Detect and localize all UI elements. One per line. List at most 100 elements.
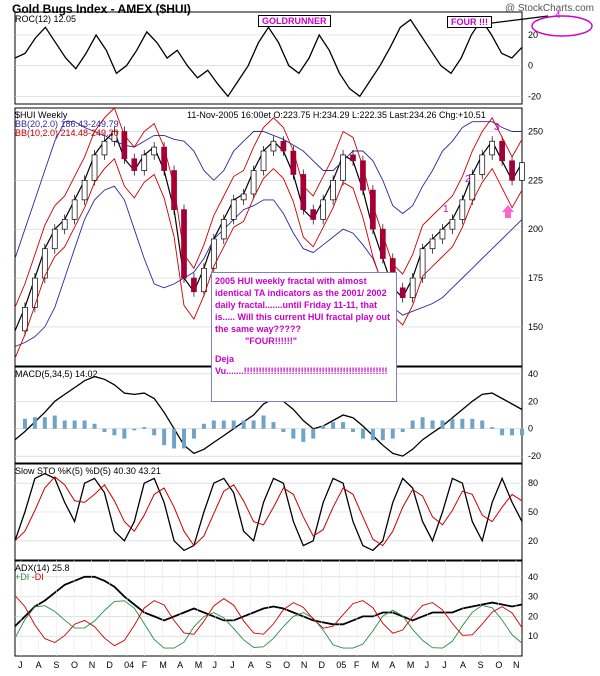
macd-histogram-bar bbox=[440, 420, 445, 429]
price-candle-body bbox=[479, 154, 486, 175]
x-tick-23: J bbox=[425, 660, 430, 670]
price-candle-body bbox=[240, 193, 247, 201]
x-tick-0: J bbox=[18, 660, 23, 670]
bb10-label: BB(10,2.0) 214.48-249.30 bbox=[15, 128, 119, 138]
roc-ytick-2: -20 bbox=[528, 91, 541, 101]
macd-ytick-3: -20 bbox=[528, 451, 541, 461]
roc-ytick-1: 0 bbox=[528, 61, 533, 71]
price-candle-body bbox=[151, 146, 158, 156]
comment-box: 2005 HUI weekly fractal with almost iden… bbox=[211, 272, 397, 402]
macd-histogram-bar bbox=[301, 428, 306, 442]
macd-histogram-bar bbox=[460, 418, 465, 429]
price-candle-body bbox=[300, 174, 307, 210]
price-candle-body bbox=[350, 154, 356, 162]
macd-histogram-bar bbox=[211, 420, 216, 429]
price-candle-body bbox=[320, 199, 327, 220]
price-candle-body bbox=[161, 146, 167, 171]
price-candle-body bbox=[509, 160, 515, 181]
price-candle-body bbox=[340, 154, 346, 181]
pink-arrow bbox=[502, 205, 514, 218]
x-tick-4: N bbox=[89, 660, 96, 670]
price-candle-body bbox=[22, 307, 28, 332]
x-tick-22: M bbox=[407, 660, 415, 670]
adx-minus-di-line bbox=[14, 595, 523, 647]
sto-series-line-0 bbox=[14, 472, 523, 552]
macd-histogram-bar bbox=[172, 428, 177, 449]
x-tick-26: S bbox=[478, 660, 484, 670]
price-ytick-2: 200 bbox=[528, 224, 543, 234]
wave-2-label: 2 bbox=[465, 174, 471, 185]
macd-histogram-bar bbox=[450, 418, 455, 429]
macd-histogram-bar bbox=[490, 427, 495, 429]
price-candle-body bbox=[220, 219, 227, 240]
macd-histogram-bar bbox=[351, 428, 355, 433]
macd-histogram-bar bbox=[221, 420, 226, 429]
x-tick-25: A bbox=[460, 660, 466, 670]
price-candle-body bbox=[230, 199, 237, 220]
adx-label: ADX(14) 25.8 bbox=[15, 563, 70, 573]
price-candle-body bbox=[489, 140, 496, 156]
price-candle-body bbox=[111, 131, 118, 142]
macd-histogram-bar bbox=[520, 428, 524, 436]
macd-histogram-bar bbox=[261, 415, 266, 429]
price-candle-body bbox=[519, 162, 525, 181]
four-arrow bbox=[483, 15, 549, 25]
price-candle-body bbox=[61, 219, 68, 230]
x-tick-14: S bbox=[266, 660, 272, 670]
macd-ytick-2: 0 bbox=[528, 424, 533, 434]
adx-legend: +DI -DI bbox=[15, 572, 44, 582]
price-candle-body bbox=[181, 209, 187, 279]
four-label: FOUR !!! bbox=[447, 16, 492, 28]
macd-histogram-bar bbox=[231, 420, 236, 429]
macd-histogram-bar bbox=[420, 417, 425, 429]
macd-histogram-bar bbox=[122, 428, 127, 439]
price-candle-body bbox=[71, 199, 78, 220]
price-candle-body bbox=[51, 228, 58, 250]
wave-3-label: 3 bbox=[494, 122, 500, 133]
sto-label: Slow STO %K(5) %D(5) 40.30 43.21 bbox=[15, 466, 161, 476]
macd-histogram-bar bbox=[311, 428, 316, 439]
wave-1-label: 1 bbox=[443, 204, 449, 215]
price-candle-body bbox=[191, 277, 197, 293]
macd-histogram-bar bbox=[182, 428, 186, 449]
price-candle-body bbox=[459, 199, 466, 220]
bb10-lower-line bbox=[14, 157, 523, 359]
price-candle-body bbox=[141, 154, 148, 171]
x-tick-27: O bbox=[495, 660, 502, 670]
price-series-line-0 bbox=[14, 130, 523, 332]
macd-histogram-bar bbox=[162, 428, 167, 446]
macd-histogram-bar bbox=[341, 422, 346, 429]
price-candle-body bbox=[260, 150, 267, 171]
price-ytick-3: 175 bbox=[528, 273, 543, 283]
price-candle-body bbox=[399, 287, 406, 298]
macd-histogram-bar bbox=[92, 423, 97, 429]
x-tick-17: D bbox=[319, 660, 326, 670]
x-tick-3: O bbox=[71, 660, 78, 670]
x-tick-1: A bbox=[36, 660, 42, 670]
price-series-line-2 bbox=[14, 185, 523, 347]
macd-histogram-bar bbox=[430, 420, 435, 429]
x-tick-28: N bbox=[513, 660, 520, 670]
price-candle-body bbox=[310, 209, 317, 220]
price-candle-body bbox=[290, 150, 297, 175]
macd-histogram-bar bbox=[241, 420, 246, 429]
price-series-line-1 bbox=[14, 121, 522, 259]
price-candle-body bbox=[201, 267, 207, 293]
comment-line-1: 2005 HUI weekly fractal with almost iden… bbox=[215, 276, 390, 334]
macd-histogram-bar bbox=[400, 428, 405, 433]
macd-label: MACD(5,34,5) 14.02 bbox=[15, 369, 98, 379]
price-candle-body bbox=[171, 170, 177, 210]
x-tick-13: A bbox=[248, 660, 254, 670]
x-tick-6: 04 bbox=[124, 660, 134, 670]
macd-histogram-bar bbox=[281, 428, 286, 433]
price-candle-body bbox=[469, 174, 476, 201]
macd-histogram-bar bbox=[102, 428, 107, 433]
macd-histogram-bar bbox=[380, 428, 385, 441]
sto-ytick-0: 80 bbox=[528, 478, 538, 488]
watermark: @ StockCharts.com bbox=[504, 3, 594, 14]
roc-label: ROC(12) 12.05 bbox=[15, 14, 77, 24]
price-candle-body bbox=[131, 158, 138, 171]
macd-histogram-bar bbox=[390, 428, 395, 439]
x-tick-2: S bbox=[53, 660, 59, 670]
